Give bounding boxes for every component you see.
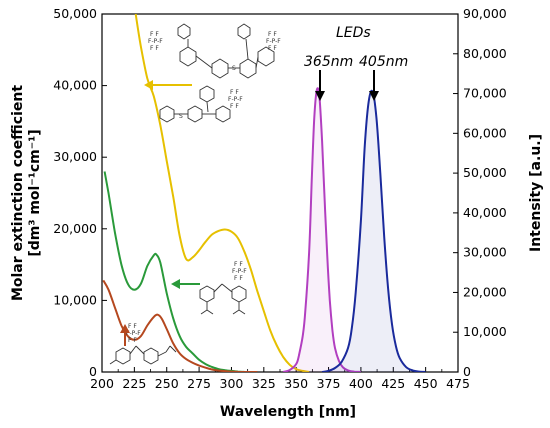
svg-text:F-P-F: F-P-F [232, 268, 247, 275]
svg-text:F F: F F [268, 45, 277, 52]
x-tick-label: 275 [187, 376, 211, 391]
y-left-tick-label: 0 [89, 364, 97, 379]
x-tick-label: 425 [381, 376, 405, 391]
svg-text:F F: F F [268, 31, 277, 38]
axes-layer: 200 225 250 275 300 325 350 375 400 425 450 475010,… [53, 6, 507, 391]
y-left-tick-label: 30,000 [53, 149, 97, 164]
molecule-iodonium-green-icon: F F F-P-F F F [199, 261, 247, 315]
series-fill-violet [283, 88, 361, 372]
led-label-365: 365nm [304, 54, 353, 70]
molecule-disulfonium-icon: F F F-P-F F F F F F-P-F F F S [148, 23, 281, 79]
y-left-tick-label: 40,000 [53, 78, 97, 93]
x-tick-label: 450 [414, 376, 438, 391]
y-left-tick-label: 50,000 [53, 6, 97, 21]
series-line-red [102, 279, 258, 372]
svg-text:F F: F F [150, 45, 159, 52]
green-arrow-icon [171, 279, 200, 289]
svg-text:F F: F F [234, 261, 243, 268]
x-tick-label: 475 [446, 376, 470, 391]
y-right-tick-label: 10,000 [463, 324, 507, 339]
x-tick-label: 300 [220, 376, 244, 391]
led-365-arrow-icon [315, 70, 325, 101]
y-right-tick-label: 20,000 [463, 284, 507, 299]
series-fill-blue [322, 90, 426, 372]
x-tick-label: 225 [122, 376, 146, 391]
y-right-tick-label: 0 [463, 364, 471, 379]
y-right-tick-label: 90,000 [463, 6, 507, 21]
y-right-tick-label: 70,000 [463, 86, 507, 101]
svg-text:F F: F F [230, 103, 239, 110]
svg-text:F-P-F: F-P-F [148, 38, 163, 45]
svg-text:F F: F F [128, 323, 137, 330]
x-tick-label: 325 [252, 376, 276, 391]
led-title: LEDs [336, 25, 371, 41]
led-label-405: 405nm [359, 54, 408, 70]
svg-text:F F: F F [234, 275, 243, 282]
y-left-axis-title-line1: Molar extinction coefficient [10, 85, 26, 301]
y-right-tick-label: 50,000 [463, 165, 507, 180]
y-left-tick-label: 10,000 [53, 292, 97, 307]
svg-text:F-P-F: F-P-F [228, 96, 243, 103]
svg-text:F F: F F [150, 31, 159, 38]
series-line-yellow [134, 14, 310, 372]
yellow-arrow-icon [144, 80, 192, 90]
y-left-axis-title-line2: [dm³ mol⁻¹cm⁻¹] [27, 129, 43, 256]
y-left-tick-label: 20,000 [53, 221, 97, 236]
y-right-tick-label: 60,000 [463, 125, 507, 140]
x-tick-label: 250 [155, 376, 179, 391]
y-right-axis-title: Intensity [a.u.] [528, 134, 544, 252]
svg-text:S: S [232, 65, 236, 72]
x-tick-label: 400 [349, 376, 373, 391]
svg-text:F-P-F: F-P-F [266, 38, 281, 45]
svg-text:F F: F F [230, 89, 239, 96]
led-405-arrow-icon [369, 70, 379, 101]
y-right-tick-label: 40,000 [463, 205, 507, 220]
x-tick-label: 375 [317, 376, 341, 391]
x-axis-title: Wavelength [nm] [220, 404, 356, 420]
y-left-axis-title: Molar extinction coefficient [dm³ mol⁻¹c… [10, 85, 43, 301]
x-tick-label: 350 [284, 376, 308, 391]
y-right-tick-label: 30,000 [463, 245, 507, 260]
y-right-tick-label: 80,000 [463, 46, 507, 61]
svg-text:S: S [179, 113, 183, 120]
x-tick-label: 200 [90, 376, 114, 391]
svg-text:F-P-F: F-P-F [126, 330, 141, 337]
series-layer [102, 14, 426, 372]
molecule-thioether-sulfonium-icon: S F F F-P-F F F [159, 85, 243, 123]
red-arrow-icon [120, 324, 130, 346]
molecule-iodonium-red-icon: F F F-P-F F F [109, 323, 177, 365]
svg-text:F F: F F [128, 337, 137, 344]
